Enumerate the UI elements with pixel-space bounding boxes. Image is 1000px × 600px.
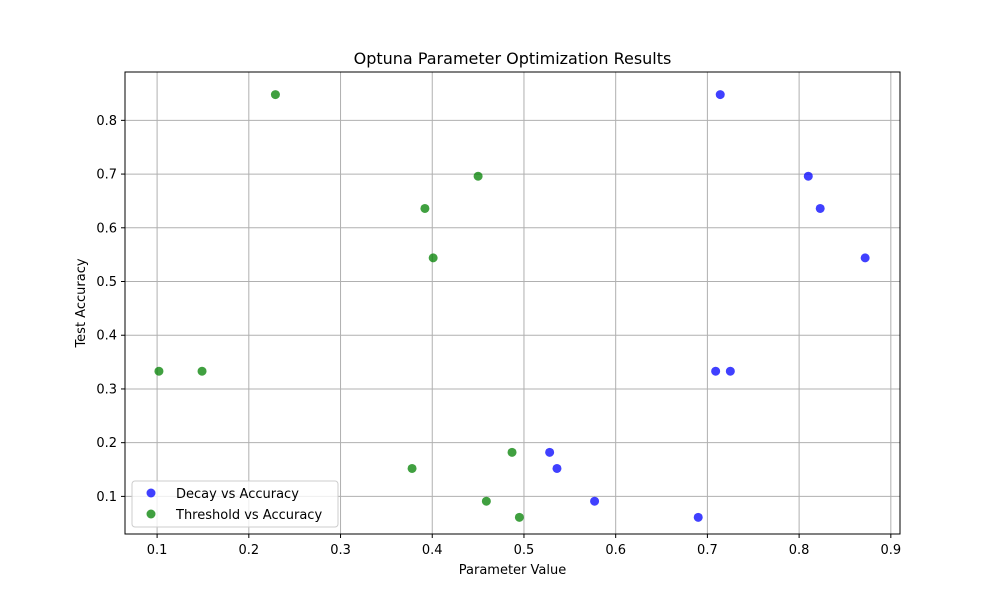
grid [125, 72, 900, 534]
data-point-decay [815, 203, 825, 213]
y-tick-label: 0.8 [96, 114, 117, 129]
x-tick-label: 0.5 [514, 543, 535, 558]
data-point-decay [803, 171, 813, 181]
plot-area-frame [124, 71, 901, 535]
legend-label-decay: Decay vs Accuracy [176, 487, 299, 502]
data-point-decay [545, 447, 555, 457]
data-point-decay [693, 512, 703, 522]
data-point-decay [590, 496, 600, 506]
legend-marker-threshold [146, 509, 156, 519]
chart-title: Optuna Parameter Optimization Results [354, 49, 672, 68]
data-point-decay [711, 366, 721, 376]
data-point-decay [552, 463, 562, 473]
y-tick-label: 0.2 [96, 436, 117, 451]
y-tick-label: 0.4 [96, 329, 117, 344]
y-axis-label: Test Accuracy [74, 258, 89, 348]
data-point-threshold [514, 512, 524, 522]
y-tick-label: 0.6 [96, 221, 117, 236]
x-tick-label: 0.4 [422, 543, 443, 558]
data-point-threshold [481, 496, 491, 506]
x-tick-label: 0.7 [697, 543, 718, 558]
data-point-decay [860, 253, 870, 263]
legend-box [131, 480, 339, 528]
x-tick-label: 0.8 [789, 543, 810, 558]
data-points [154, 90, 870, 522]
data-point-threshold [154, 366, 164, 376]
x-tick-label: 0.6 [605, 543, 626, 558]
y-tick-label: 0.7 [96, 168, 117, 183]
x-axis-label: Parameter Value [459, 563, 566, 578]
x-tick-label: 0.1 [147, 543, 168, 558]
data-point-threshold [270, 90, 280, 100]
data-point-threshold [428, 253, 438, 263]
legend: Decay vs Accuracy Threshold vs Accuracy [131, 480, 339, 528]
x-tick-label: 0.2 [238, 543, 259, 558]
y-tick-label: 0.5 [96, 275, 117, 290]
x-tick-label: 0.3 [330, 543, 351, 558]
data-point-threshold [420, 203, 430, 213]
data-point-decay [715, 90, 725, 100]
x-tick-label: 0.9 [880, 543, 901, 558]
legend-label-threshold: Threshold vs Accuracy [175, 508, 322, 523]
data-point-threshold [197, 366, 207, 376]
axis-ticks: 0.1 0.2 0.3 0.4 0.5 0.6 0.7 0.8 0.9 0.1 0.2 0.3 0.4 0… [96, 114, 901, 558]
legend-marker-decay [146, 488, 156, 498]
y-tick-label: 0.3 [96, 382, 117, 397]
data-point-threshold [473, 171, 483, 181]
data-point-decay [725, 366, 735, 376]
data-point-threshold [507, 447, 517, 457]
data-point-threshold [407, 463, 417, 473]
y-tick-label: 0.1 [96, 490, 117, 505]
